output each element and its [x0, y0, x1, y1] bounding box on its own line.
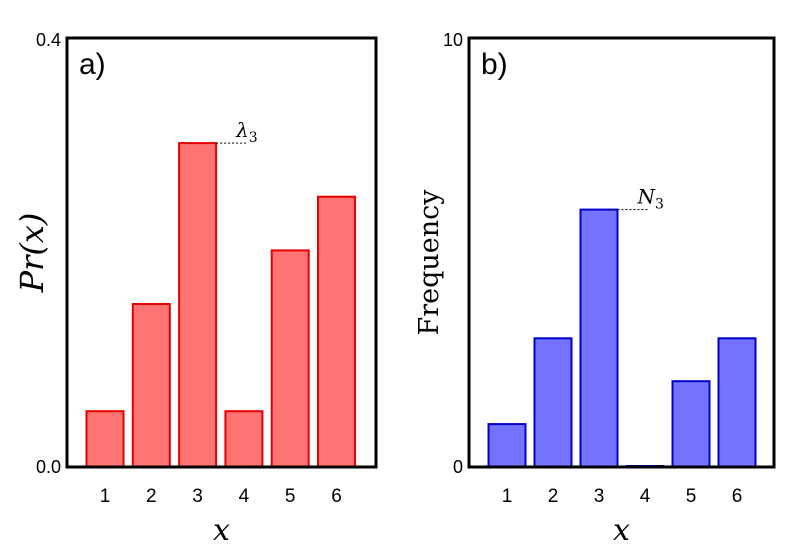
y-axis-label: Pr(x) — [13, 213, 51, 294]
x-tick-label: 2 — [548, 486, 559, 507]
x-tick-label: 3 — [192, 486, 203, 507]
x-tick-label: 6 — [331, 486, 342, 507]
plot-frame — [65, 36, 378, 469]
bar-3 — [579, 208, 619, 468]
x-tick-label: 5 — [285, 486, 296, 507]
chart-panel-b: 0 10 1 2 3 4 5 6 x Frequency b) N3 — [414, 30, 776, 548]
bar-1 — [85, 410, 125, 469]
x-axis-label: x — [613, 513, 630, 548]
x-tick-label: 1 — [502, 486, 513, 507]
bar-4 — [224, 410, 264, 469]
x-tick-label: 1 — [100, 486, 111, 507]
y-tick-label: 10 — [443, 30, 463, 50]
bar-6 — [317, 195, 356, 468]
bar-3 — [178, 142, 218, 468]
y-tick-label: 0.4 — [36, 30, 61, 50]
chart-panel-a: 0.0 0.4 1 2 3 4 5 6 x Pr(x) a) λ3 — [13, 30, 378, 548]
bar-5 — [270, 249, 310, 468]
x-tick-label: 4 — [640, 486, 651, 507]
panel-label: a) — [79, 48, 106, 81]
x-tick-label: 5 — [686, 486, 697, 507]
x-tick-label: 4 — [239, 486, 250, 507]
annotation-label: λ3 — [235, 118, 258, 146]
bar-6 — [717, 337, 757, 468]
y-axis-label: Frequency — [414, 189, 445, 336]
plot-frame — [467, 36, 776, 469]
bar-2 — [533, 337, 573, 468]
y-tick-label: 0 — [453, 457, 463, 477]
x-tick-label: 3 — [594, 486, 605, 507]
panel-label: b) — [481, 48, 508, 81]
annotation-label: N3 — [637, 185, 664, 213]
bar-2 — [131, 303, 171, 468]
x-axis-label: x — [213, 513, 230, 548]
bar-1 — [487, 423, 527, 469]
x-tick-label: 6 — [732, 486, 743, 507]
y-tick-label: 0.0 — [36, 457, 61, 477]
x-tick-label: 2 — [146, 486, 157, 507]
bar-5 — [671, 380, 711, 469]
